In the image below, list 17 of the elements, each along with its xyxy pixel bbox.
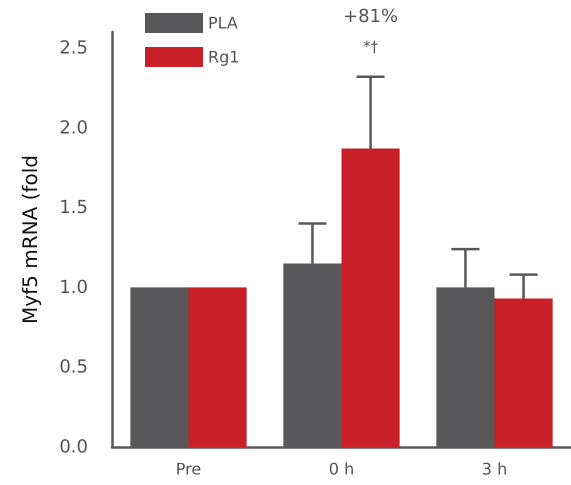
bar xyxy=(188,287,247,447)
bar xyxy=(494,298,553,447)
y-tick-label: 2.0 xyxy=(59,117,88,138)
text: +81% xyxy=(343,6,398,28)
legend-label: PLA xyxy=(208,14,238,32)
y-tick-label: 2.5 xyxy=(59,37,88,58)
y-tick-label: 1.0 xyxy=(59,276,88,298)
x-tick-label: Pre xyxy=(176,460,202,478)
y-axis-title: Myf5 mRNA (fold xyxy=(18,155,42,324)
x-tick-label: 3 h xyxy=(482,460,508,478)
annotation: *† xyxy=(363,38,379,56)
y-tick-label: 0.5 xyxy=(59,356,88,378)
x-tick-label: 0 h xyxy=(328,460,354,478)
y-tick-label: 1.5 xyxy=(59,197,88,218)
bar xyxy=(342,148,400,447)
y-tick-label: 0.0 xyxy=(59,436,88,458)
legend-label: Rg1 xyxy=(208,48,240,66)
